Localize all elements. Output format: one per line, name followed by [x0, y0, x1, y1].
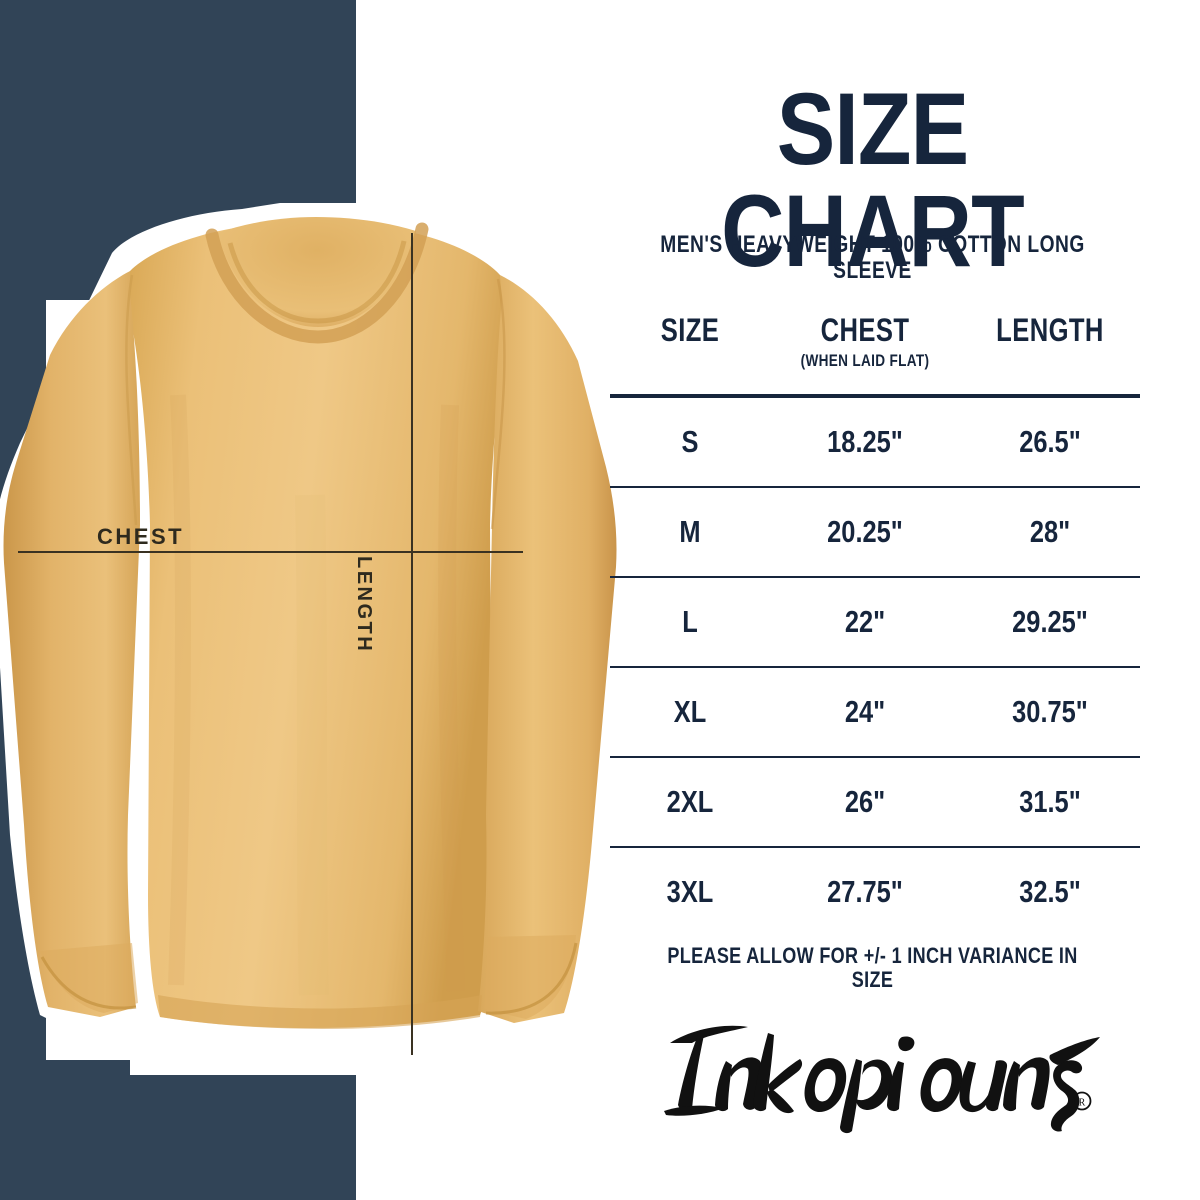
shirt-shoulder-seam-left: [125, 274, 138, 526]
shirt-shoulder-seam-right: [490, 278, 506, 530]
length-measurement-label: LENGTH: [353, 556, 375, 654]
cell-chest: 20.25": [827, 514, 903, 549]
shirt-body: [130, 221, 510, 1029]
page-title: SIZE CHART: [721, 72, 1025, 288]
svg-text:R: R: [1079, 1098, 1086, 1109]
info-panel: SIZE CHART MEN'S HEAVYWEIGHT 100% COTTON…: [600, 0, 1200, 1200]
cell-chest: 24": [844, 694, 886, 729]
cell-length: 32.5": [1019, 874, 1081, 909]
shirt-collar-opening: [218, 217, 416, 327]
brand-logo: R Inkopious: [652, 1005, 1102, 1135]
shirt-left-cuff-edge: [40, 956, 137, 1010]
shirt-fold-shadow-2: [438, 404, 465, 992]
cell-chest: 27.75": [827, 874, 903, 909]
navy-backdrop-bottom: [0, 1075, 356, 1200]
shirt-collar-ribbing: [205, 222, 429, 344]
chest-measurement-line: [18, 551, 523, 553]
registered-trademark-icon: R: [1072, 1091, 1092, 1111]
cell-length: 31.5": [1019, 784, 1081, 819]
column-header-chest: CHEST (WHEN LAID FLAT): [770, 312, 960, 372]
table-row: 2XL 26" 31.5": [610, 758, 1140, 846]
cell-chest: 22": [844, 604, 886, 639]
cell-length: 28": [1029, 514, 1071, 549]
cell-size: M: [679, 514, 701, 549]
column-header-length-label: LENGTH: [996, 312, 1104, 348]
cell-chest: 26": [844, 784, 886, 819]
table-header-row: SIZE CHEST (WHEN LAID FLAT) LENGTH: [610, 312, 1140, 394]
shirt-right-cuff-edge: [485, 942, 578, 1015]
column-header-chest-sublabel: (WHEN LAID FLAT): [800, 351, 930, 370]
cell-size: XL: [673, 694, 707, 729]
shirt-left-sleeve: [3, 271, 140, 1017]
length-measurement-line: [411, 233, 413, 1055]
shirt-fold-shadow-3: [295, 494, 329, 996]
shirt-right-sleeve: [478, 275, 617, 1023]
cell-length: 26.5": [1019, 424, 1081, 459]
column-header-size: SIZE: [610, 312, 770, 348]
cell-size: 3XL: [666, 874, 714, 909]
table-row: 3XL 27.75" 32.5": [610, 848, 1140, 936]
cell-length: 30.75": [1012, 694, 1088, 729]
shirt-illustration: [0, 195, 640, 1085]
column-header-length: LENGTH: [960, 312, 1140, 348]
table-row-rule: [610, 576, 1140, 578]
table-row: S 18.25" 26.5": [610, 398, 1140, 486]
shirt-collar-inner-shadow: [227, 240, 407, 324]
table-row: L 22" 29.25": [610, 578, 1140, 666]
cell-size: S: [681, 424, 699, 459]
size-table: SIZE CHEST (WHEN LAID FLAT) LENGTH S 18.…: [610, 312, 1140, 936]
shirt-left-cuff: [40, 943, 138, 1013]
table-row-rule: [610, 846, 1140, 848]
shirt-bottom-hem: [158, 995, 482, 1029]
table-row-rule: [610, 486, 1140, 488]
cell-size: L: [682, 604, 698, 639]
variance-note: PLEASE ALLOW FOR +/- 1 INCH VARIANCE IN …: [667, 943, 1078, 992]
cell-size: 2XL: [666, 784, 714, 819]
column-header-size-label: SIZE: [660, 312, 720, 348]
cell-length: 29.25": [1012, 604, 1088, 639]
table-header-rule: [610, 394, 1140, 398]
table-row-rule: [610, 756, 1140, 758]
shirt-fold-shadow-1: [168, 394, 192, 986]
cell-chest: 18.25": [827, 424, 903, 459]
chest-measurement-label: CHEST: [97, 524, 185, 549]
table-row-rule: [610, 666, 1140, 668]
shirt-right-cuff: [484, 935, 576, 1019]
brand-logo-brushstrokes: [664, 1025, 1100, 1134]
table-row: M 20.25" 28": [610, 488, 1140, 576]
table-row: XL 24" 30.75": [610, 668, 1140, 756]
page-subtitle: MEN'S HEAVYWEIGHT 100% COTTON LONG SLEEV…: [660, 231, 1085, 284]
column-header-chest-label: CHEST: [820, 312, 910, 348]
